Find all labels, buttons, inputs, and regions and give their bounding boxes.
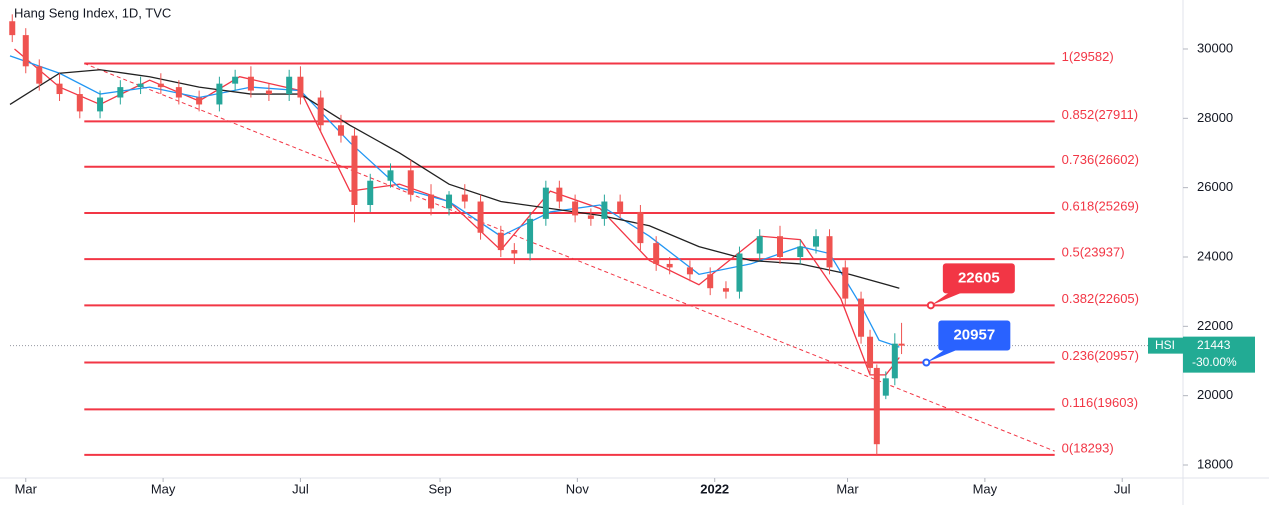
x-tick-label: Nov bbox=[566, 481, 590, 496]
candle-body bbox=[461, 194, 468, 202]
candle-body bbox=[477, 201, 484, 233]
candle-body bbox=[337, 125, 344, 136]
candle-body bbox=[826, 236, 833, 268]
candle-body bbox=[587, 215, 594, 219]
candle-body bbox=[898, 343, 905, 346]
candle-body bbox=[736, 253, 743, 292]
candle-body bbox=[286, 76, 293, 95]
candle-body bbox=[756, 236, 763, 254]
x-tick-label: May bbox=[973, 481, 998, 496]
y-tick-label: 24000 bbox=[1197, 248, 1233, 263]
candle-body bbox=[722, 288, 729, 292]
candle-body bbox=[36, 66, 43, 84]
fib-label: 0.116(19603) bbox=[1062, 395, 1138, 410]
candle-body bbox=[842, 267, 849, 299]
fib-label: 1(29582) bbox=[1062, 49, 1114, 64]
candle-body bbox=[666, 263, 673, 268]
candle-body bbox=[617, 201, 624, 212]
candle-body bbox=[9, 21, 16, 36]
x-tick-label: Mar bbox=[15, 481, 38, 496]
symbol-label: HSI bbox=[1155, 338, 1175, 352]
candle-body bbox=[428, 194, 435, 209]
candle-body bbox=[572, 201, 579, 216]
candle-body bbox=[367, 180, 374, 205]
candle-body bbox=[707, 274, 714, 289]
candle-body bbox=[137, 83, 144, 88]
x-tick-label: May bbox=[151, 481, 176, 496]
candle-body bbox=[776, 236, 783, 257]
candle-body bbox=[891, 343, 898, 379]
candle-body bbox=[407, 170, 414, 195]
candle-body bbox=[511, 250, 518, 254]
candle-body bbox=[497, 232, 504, 251]
candle-body bbox=[653, 243, 660, 264]
symbol-box bbox=[1148, 337, 1183, 354]
y-tick-label: 22000 bbox=[1197, 318, 1233, 333]
callout-text: 22605 bbox=[958, 269, 1000, 286]
callout-pointer bbox=[930, 291, 965, 306]
fib-label: 0(18293) bbox=[1062, 440, 1114, 455]
fib-label: 0.236(20957) bbox=[1062, 348, 1139, 363]
candle-body bbox=[446, 194, 453, 209]
y-tick-label: 20000 bbox=[1197, 387, 1233, 402]
fib-label: 0.736(26602) bbox=[1062, 152, 1139, 167]
callout-pointer bbox=[926, 348, 961, 363]
candle-body bbox=[76, 94, 83, 112]
candle-body bbox=[797, 246, 804, 257]
candle-body bbox=[232, 76, 239, 84]
last-price-box bbox=[1183, 336, 1255, 373]
candle-body bbox=[637, 211, 644, 244]
candle-body bbox=[97, 97, 104, 112]
candle-body bbox=[196, 97, 203, 105]
fib-label: 0.618(25269) bbox=[1062, 198, 1139, 213]
candle-body bbox=[56, 83, 63, 95]
candle-body bbox=[813, 236, 820, 247]
fib-label: 0.852(27911) bbox=[1062, 107, 1138, 122]
candle-body bbox=[686, 267, 693, 275]
candle-body bbox=[387, 170, 394, 181]
candle-body bbox=[117, 87, 124, 98]
y-tick-label: 18000 bbox=[1197, 456, 1233, 471]
candle-body bbox=[247, 76, 254, 91]
candle-body bbox=[601, 201, 608, 219]
candle-body bbox=[317, 97, 324, 126]
candle-body bbox=[351, 135, 358, 205]
callout-text: 20957 bbox=[953, 326, 995, 343]
x-tick-label: Mar bbox=[836, 481, 859, 496]
candle-body bbox=[22, 35, 29, 67]
x-tick-label: 2022 bbox=[700, 481, 729, 496]
callout-anchor bbox=[926, 301, 935, 310]
fib-label: 0.382(22605) bbox=[1062, 291, 1139, 306]
callout-box bbox=[942, 263, 1015, 294]
x-tick-label: Jul bbox=[292, 481, 309, 496]
candle-body bbox=[527, 218, 534, 254]
candle-body bbox=[873, 367, 880, 445]
candle-body bbox=[216, 83, 223, 105]
candle-body bbox=[297, 76, 304, 98]
x-tick-label: Jul bbox=[1114, 481, 1131, 496]
last-price-change: -30.00% bbox=[1192, 355, 1237, 369]
candle-body bbox=[858, 298, 865, 337]
y-tick-label: 30000 bbox=[1197, 40, 1233, 55]
fib-label: 0.5(23937) bbox=[1062, 245, 1125, 260]
y-tick-label: 28000 bbox=[1197, 110, 1233, 125]
candle-body bbox=[157, 83, 164, 88]
callout-anchor bbox=[922, 358, 931, 367]
candle-body bbox=[175, 87, 182, 98]
candle-body bbox=[867, 336, 874, 368]
candle-body bbox=[542, 187, 549, 219]
candle-body bbox=[556, 187, 563, 202]
candle-body bbox=[265, 90, 272, 95]
chart-title: Hang Seng Index, 1D, TVC bbox=[14, 5, 171, 20]
candle-body bbox=[882, 378, 889, 396]
callout-box bbox=[938, 320, 1011, 351]
last-price-value: 21443 bbox=[1197, 338, 1231, 352]
y-tick-label: 26000 bbox=[1197, 179, 1233, 194]
trend-line bbox=[84, 63, 1055, 452]
moving-average bbox=[9, 69, 900, 289]
x-tick-label: Sep bbox=[428, 481, 451, 496]
